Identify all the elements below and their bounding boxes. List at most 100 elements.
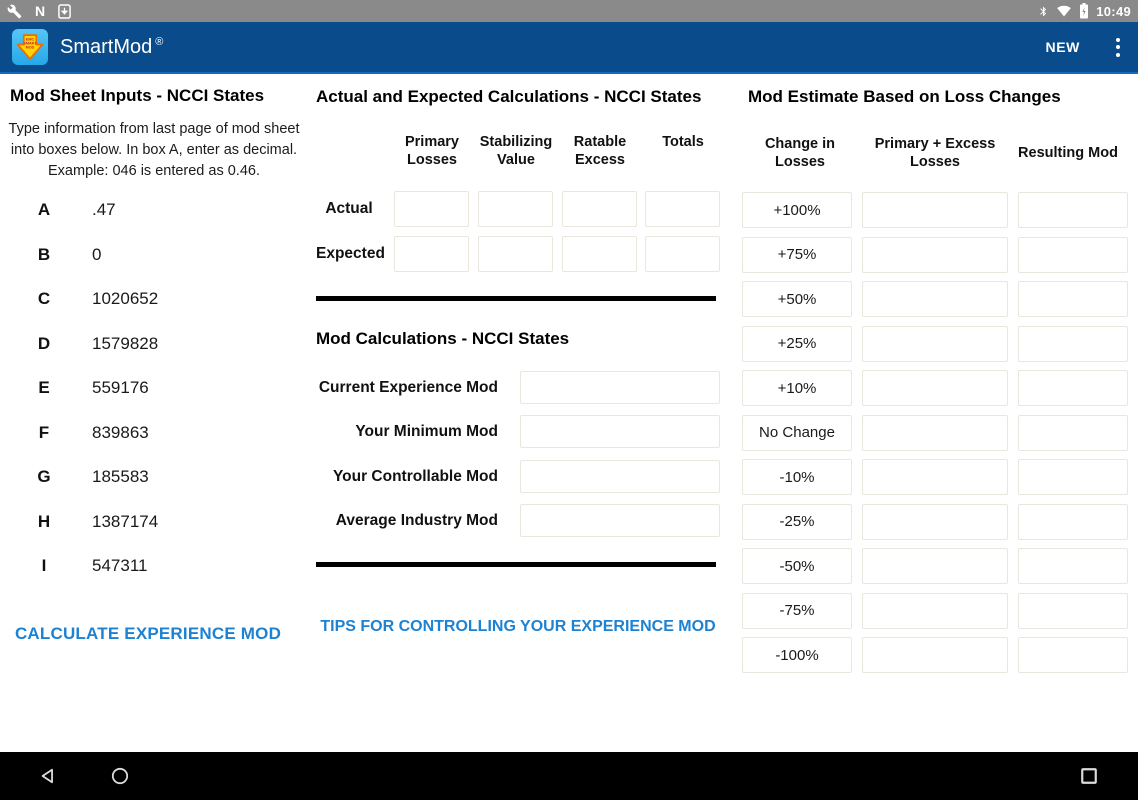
resulting-mod-cell [1018,236,1128,273]
your-controllable-mod-label: Your Controllable Mod [332,468,498,485]
mod-input-field[interactable]: 839863 [92,422,149,442]
primary-excess-losses-cell [862,503,1008,540]
wifi-icon [1057,5,1072,17]
battery-icon [1080,3,1089,19]
mod-estimate-row: -25% [740,500,1138,545]
status-bar-left-icons: N [7,3,71,19]
actual-totals-field[interactable] [645,191,720,227]
registered-mark: ® [155,35,164,48]
smartmod-logo-icon: EMC SMART MOD [12,29,48,65]
change-in-losses-cell: +10% [742,370,852,407]
input-letter-label: I [41,556,47,576]
instructions-text: Type information from last page of mod s… [8,121,300,179]
mod-estimate-column-headers: Change in Losses Primary + Excess Losses… [740,131,1138,175]
resulting-mod-cell [1018,548,1128,585]
mod-sheet-inputs-panel: Mod Sheet Inputs - NCCI States Type info… [0,74,310,752]
n-icon: N [35,3,46,19]
primary-excess-losses-cell [862,325,1008,362]
expected-ratable-excess-field[interactable] [562,236,637,272]
mod-input-row: I 547311 [0,544,310,589]
download-icon [58,3,71,19]
calculate-experience-mod-button[interactable]: CALCULATE EXPERIENCE MOD [14,624,282,643]
new-button[interactable]: NEW [1045,39,1080,55]
expected-row-label: Expected [316,245,385,262]
tips-link[interactable]: TIPS FOR CONTROLLING YOUR EXPERIENCE MOD [320,618,716,635]
current-experience-mod-field[interactable] [520,371,720,404]
average-industry-mod-field[interactable] [520,504,720,537]
change-in-losses-cell: -75% [742,592,852,629]
actual-stabilizing-value-field[interactable] [478,191,553,227]
mod-input-row: E 559176 [0,366,310,411]
mod-input-row: G 185583 [0,455,310,500]
mod-calculations-title: Mod Calculations - NCCI States [316,329,570,348]
divider [316,562,716,567]
home-icon[interactable] [111,767,129,785]
mod-estimate-row: -10% [740,455,1138,500]
mod-input-field[interactable]: .47 [92,200,116,220]
back-icon[interactable] [39,767,57,785]
primary-excess-losses-cell [862,370,1008,407]
input-letter-label: D [37,333,51,353]
mod-input-rows: A .47 B 0 C 1020652 D 1579828 [0,188,310,589]
actual-primary-losses-field[interactable] [394,191,469,227]
mod-input-row: B 0 [0,233,310,278]
your-controllable-mod-field[interactable] [520,460,720,493]
expected-primary-losses-field[interactable] [394,236,469,272]
resulting-mod-cell [1018,281,1128,318]
mod-input-field[interactable]: 559176 [92,378,149,398]
expected-totals-field[interactable] [645,236,720,272]
mod-input-field[interactable]: 1020652 [92,289,159,309]
actual-expected-panel: Actual and Expected Calculations - NCCI … [316,74,720,752]
column-header-stabilizing-value: Stabilizing Value [479,134,553,168]
recents-icon[interactable] [1080,767,1098,785]
mod-estimate-row: +50% [740,277,1138,322]
clock: 10:49 [1096,3,1131,19]
average-industry-mod-label: Average Industry Mod [335,512,498,529]
mod-estimate-row: -100% [740,633,1138,678]
change-in-losses-cell: -10% [742,459,852,496]
input-letter-label: G [37,467,51,487]
resulting-mod-cell [1018,592,1128,629]
actual-row-label: Actual [325,200,373,217]
primary-excess-losses-cell [862,192,1008,229]
bluetooth-icon [1040,6,1047,16]
mod-input-field[interactable]: 1387174 [92,511,159,531]
left-panel-title: Mod Sheet Inputs - NCCI States [10,86,265,105]
input-letter-label: H [37,511,51,531]
actual-ratable-excess-field[interactable] [562,191,637,227]
change-in-losses-cell: +75% [742,236,852,273]
mod-input-row: C 1020652 [0,277,310,322]
mod-input-field[interactable]: 185583 [92,467,149,487]
expected-stabilizing-value-field[interactable] [478,236,553,272]
column-header-ratable-excess: Ratable Excess [573,134,627,168]
status-bar: N 10:49 [0,0,1138,22]
middle-panel-title: Actual and Expected Calculations - NCCI … [316,87,702,106]
wrench-icon [7,4,22,18]
change-in-losses-cell: +50% [742,281,852,318]
primary-excess-losses-cell [862,548,1008,585]
primary-excess-losses-cell [862,236,1008,273]
column-header-primary-losses: Primary Losses [404,134,459,168]
mod-estimate-row: +10% [740,366,1138,411]
resulting-mod-cell [1018,414,1128,451]
resulting-mod-cell [1018,637,1128,674]
mod-input-field[interactable]: 1579828 [92,333,159,353]
mod-estimate-row: +25% [740,322,1138,367]
mod-input-row: D 1579828 [0,322,310,367]
change-in-losses-cell: +25% [742,325,852,362]
resulting-mod-cell [1018,459,1128,496]
right-panel-title: Mod Estimate Based on Loss Changes [748,87,1061,106]
mod-estimate-row: -75% [740,589,1138,634]
input-letter-label: C [37,289,51,309]
primary-excess-losses-cell [862,637,1008,674]
primary-excess-losses-cell [862,414,1008,451]
overflow-menu-icon[interactable] [1110,34,1126,61]
mod-input-field[interactable]: 547311 [92,556,148,576]
resulting-mod-cell [1018,370,1128,407]
mod-estimate-row: +75% [740,233,1138,278]
mod-input-field[interactable]: 0 [92,244,102,264]
your-minimum-mod-field[interactable] [520,415,720,448]
current-experience-mod-label: Current Experience Mod [318,379,498,396]
app-bar: EMC SMART MOD SmartMod ® NEW [0,22,1138,74]
column-header-totals: Totals [662,134,704,150]
